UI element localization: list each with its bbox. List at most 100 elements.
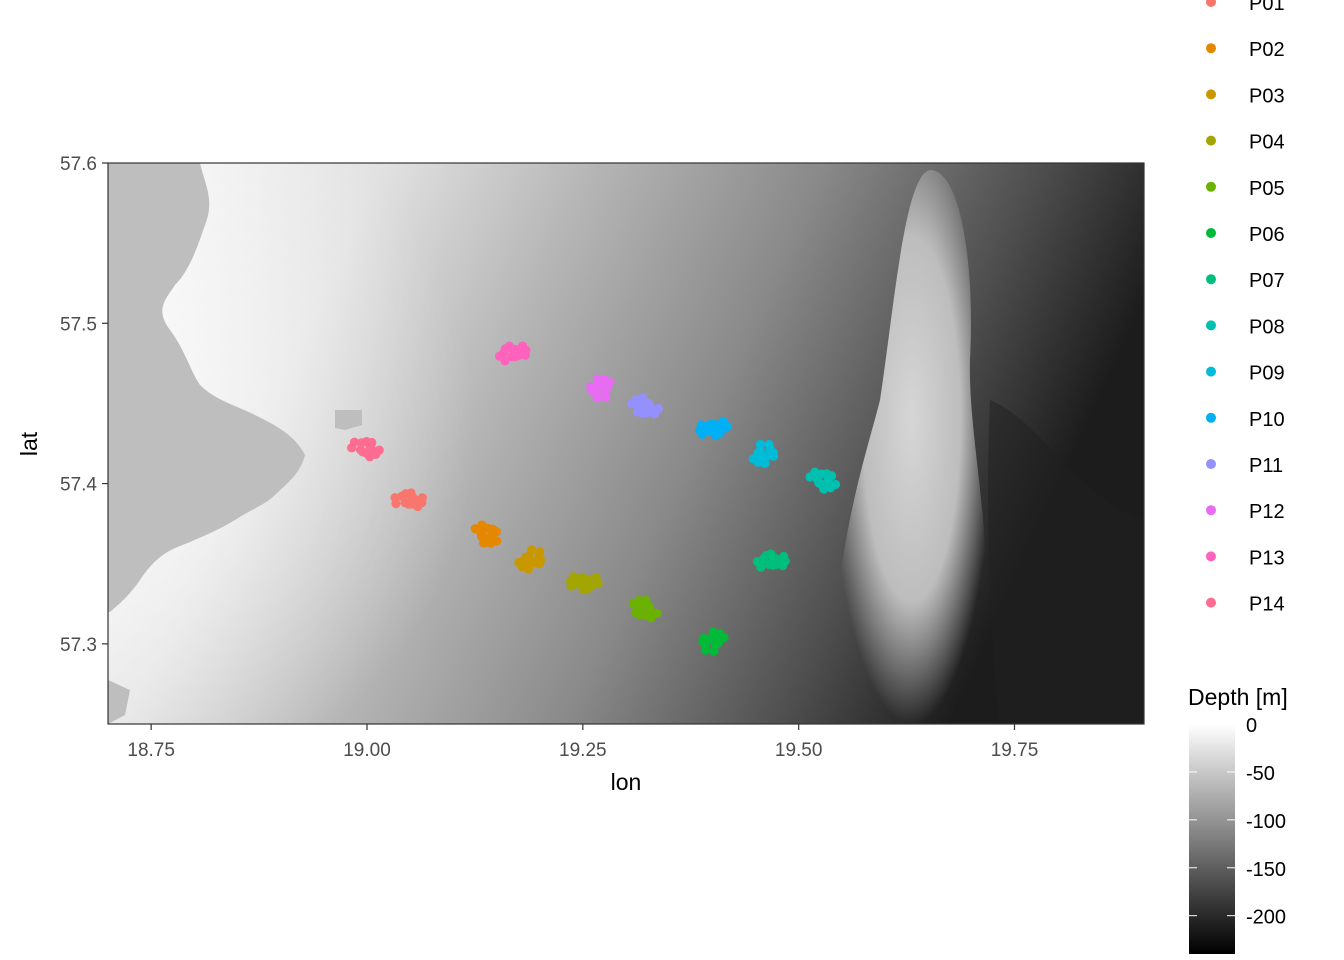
station-cluster-p03 bbox=[514, 545, 546, 574]
station-point bbox=[508, 344, 518, 355]
y-tick-label: 57.4 bbox=[60, 475, 97, 496]
legend-label: P02 bbox=[1249, 39, 1285, 61]
legend-label: P11 bbox=[1249, 455, 1283, 477]
station-point bbox=[717, 425, 727, 435]
colorbar-tick-label: -50 bbox=[1246, 763, 1275, 785]
station-point bbox=[640, 397, 650, 407]
station-point bbox=[765, 444, 775, 455]
station-point bbox=[591, 381, 602, 391]
station-point bbox=[823, 474, 833, 484]
x-tick-label: 19.75 bbox=[991, 740, 1039, 761]
legend-label: P09 bbox=[1249, 363, 1285, 385]
legend-key bbox=[1206, 0, 1216, 7]
legend-label: P13 bbox=[1249, 547, 1285, 569]
station-point bbox=[643, 407, 653, 418]
legend-item-p11: P11 bbox=[1206, 455, 1283, 477]
legend-key bbox=[1206, 320, 1216, 331]
legend-label: P08 bbox=[1249, 316, 1285, 338]
station-point bbox=[519, 555, 529, 565]
station-point bbox=[514, 350, 524, 360]
station-point bbox=[756, 562, 766, 572]
station-cluster-p11 bbox=[626, 393, 663, 419]
x-tick-label: 19.25 bbox=[559, 740, 607, 761]
station-point bbox=[534, 552, 544, 562]
y-tick-label: 57.5 bbox=[60, 314, 97, 335]
station-point bbox=[760, 458, 770, 468]
station-point bbox=[407, 499, 417, 509]
station-point bbox=[714, 635, 724, 646]
legend-item-p03: P03 bbox=[1206, 85, 1285, 107]
x-tick-label: 19.00 bbox=[343, 740, 391, 761]
legend-key bbox=[1206, 459, 1216, 469]
station-point bbox=[518, 341, 528, 351]
legend-key bbox=[1206, 551, 1216, 562]
station-cluster-p05 bbox=[628, 595, 662, 623]
legend-item-p02: P02 bbox=[1206, 39, 1285, 61]
station-point bbox=[628, 598, 638, 609]
station-point bbox=[478, 533, 489, 544]
legend-label: P03 bbox=[1249, 85, 1285, 107]
legend-item-p09: P09 bbox=[1206, 363, 1285, 385]
station-point bbox=[753, 457, 763, 467]
station-point bbox=[771, 559, 782, 570]
station-cluster-p10 bbox=[695, 416, 732, 440]
station-point bbox=[758, 554, 769, 564]
colorbar-title: Depth [m] bbox=[1188, 684, 1288, 710]
legend-label: P01 bbox=[1249, 0, 1285, 15]
x-tick-label: 19.50 bbox=[775, 740, 823, 761]
station-point bbox=[601, 381, 612, 391]
station-point bbox=[817, 480, 827, 490]
legend-key bbox=[1206, 505, 1216, 516]
legend-key bbox=[1206, 366, 1216, 377]
colorbar-tick-label: -100 bbox=[1246, 811, 1286, 833]
shallow-bank-ridge bbox=[837, 170, 986, 724]
station-point bbox=[356, 438, 367, 448]
legend-key bbox=[1206, 274, 1216, 285]
station-point bbox=[708, 627, 718, 637]
station-point bbox=[528, 557, 539, 568]
legend-label: P14 bbox=[1249, 594, 1285, 616]
station-point bbox=[482, 523, 493, 533]
legend-item-p06: P06 bbox=[1206, 224, 1285, 246]
station-point bbox=[830, 479, 841, 490]
legend-item-p07: P07 bbox=[1206, 270, 1285, 292]
station-point bbox=[601, 392, 611, 402]
station-point bbox=[700, 640, 710, 650]
station-point bbox=[635, 403, 645, 413]
station-point bbox=[634, 604, 645, 614]
legend-item-p05: P05 bbox=[1206, 178, 1285, 200]
deep-trough bbox=[988, 400, 1144, 724]
station-cluster-p14 bbox=[347, 437, 384, 462]
station-point bbox=[470, 524, 480, 534]
colorbar-tick-label: -150 bbox=[1246, 859, 1286, 881]
station-point bbox=[527, 545, 537, 555]
station-point bbox=[653, 403, 663, 414]
station-cluster-p01 bbox=[390, 488, 427, 512]
colorbar-tick-label: 0 bbox=[1246, 715, 1257, 737]
station-cluster-p06 bbox=[698, 627, 729, 656]
station-legend: P01 P02 P03 P04 P05 P06 P07 P08 P09 P10 P11 P12 P13 P… bbox=[1206, 0, 1285, 616]
legend-label: P06 bbox=[1249, 224, 1285, 246]
station-cluster-p07 bbox=[752, 549, 790, 572]
legend-key bbox=[1206, 228, 1216, 238]
station-point bbox=[697, 429, 707, 439]
legend-item-p08: P08 bbox=[1206, 316, 1285, 338]
x-axis: 18.75 19.00 19.25 19.50 19.75 bbox=[127, 724, 1038, 761]
station-point bbox=[499, 347, 509, 358]
station-point bbox=[805, 472, 815, 482]
legend-label: P07 bbox=[1249, 270, 1285, 292]
station-point bbox=[347, 443, 357, 453]
points-layer bbox=[347, 341, 841, 656]
station-point bbox=[709, 646, 719, 656]
y-tick-label: 57.3 bbox=[60, 635, 97, 656]
legend-label: P04 bbox=[1249, 132, 1285, 154]
station-cluster-p12 bbox=[585, 374, 615, 403]
station-point bbox=[407, 492, 417, 502]
station-point bbox=[575, 574, 585, 584]
station-point bbox=[590, 388, 600, 398]
legend-item-p12: P12 bbox=[1206, 501, 1285, 523]
station-point bbox=[642, 600, 652, 610]
station-cluster-p13 bbox=[494, 341, 531, 366]
y-axis: 57.3 57.4 57.5 57.6 bbox=[60, 154, 108, 656]
